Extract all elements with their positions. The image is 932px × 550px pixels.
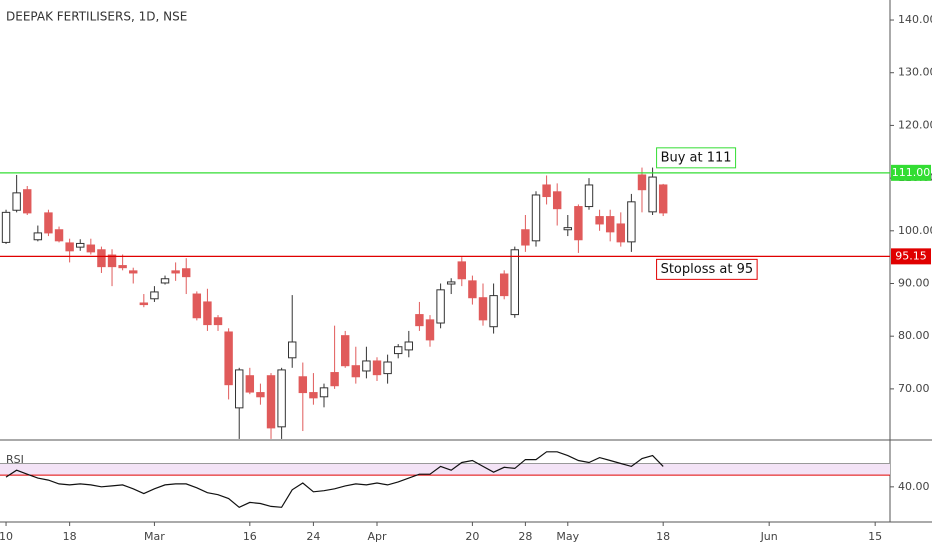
candle-body: [425, 319, 435, 341]
candle-body: [54, 229, 64, 242]
candle-body: [309, 392, 318, 399]
candle-body: [372, 360, 382, 376]
candle-body: [319, 387, 329, 398]
level-price-label: 95.15: [895, 249, 927, 262]
candle-body: [224, 331, 233, 386]
candle-body: [563, 227, 572, 231]
candle-body: [521, 229, 530, 246]
candle-body: [160, 278, 170, 284]
candle-body: [171, 270, 180, 274]
candle-body: [362, 360, 371, 372]
candle-body: [266, 375, 276, 429]
candle-body: [33, 232, 43, 241]
candle-body: [129, 270, 138, 274]
candle-body: [616, 223, 625, 243]
candle-body: [76, 242, 85, 248]
x-tick-label: Jun: [760, 530, 778, 543]
candle-body: [44, 212, 53, 234]
x-tick-label: 18: [63, 530, 77, 543]
candle-body: [288, 341, 297, 359]
x-tick-label: 28: [518, 530, 532, 543]
x-tick-label: 24: [306, 530, 320, 543]
x-tick-label: May: [556, 530, 579, 543]
candle-body: [648, 176, 657, 213]
y-tick-label: 90.00: [898, 276, 930, 289]
candle-body: [351, 365, 361, 378]
candle-body: [107, 254, 117, 268]
candle-body: [97, 249, 106, 268]
candle-body: [574, 206, 583, 241]
candle-body: [404, 341, 414, 351]
level-price-label: 111.00: [892, 166, 931, 179]
candle-body: [12, 192, 21, 211]
annotation-text: Stoploss at 95: [661, 262, 754, 277]
candle-body: [393, 346, 403, 355]
candle-body: [584, 184, 594, 208]
candle-body: [182, 268, 191, 278]
candle-body: [457, 261, 467, 280]
x-tick-label: 10: [0, 530, 13, 543]
x-tick-label: Mar: [144, 530, 165, 543]
candle-body: [478, 297, 488, 321]
candle-body: [330, 372, 339, 387]
candle-body: [658, 184, 668, 214]
y-tick-label: 100.00: [898, 224, 932, 237]
candle-body: [542, 184, 551, 198]
candle-body: [552, 191, 562, 210]
candle-body: [203, 301, 212, 326]
candle-body: [468, 280, 477, 299]
candle-body: [65, 242, 74, 252]
candle-body: [139, 302, 149, 306]
y-tick-label: 140.00: [898, 13, 932, 26]
candle-body: [150, 291, 159, 300]
x-tick-label: 18: [656, 530, 670, 543]
y-tick-label: 120.00: [898, 118, 932, 131]
level-price-box: [891, 164, 931, 181]
candle-body: [415, 314, 424, 327]
candle-body: [341, 335, 350, 367]
rsi-y-tick-label: 40.00: [898, 480, 930, 493]
candle-body: [245, 375, 255, 393]
rsi-band-fill: [0, 463, 890, 476]
x-tick-label: 16: [243, 530, 257, 543]
annotation-text: Buy at 111: [661, 150, 732, 165]
candle-body: [277, 369, 286, 428]
candle-body: [510, 249, 520, 316]
rsi-line: [5, 451, 664, 509]
candle-body: [1, 211, 11, 243]
candle-body: [256, 392, 265, 398]
chart-title: DEEPAK FERTILISERS, 1D, NSE: [6, 10, 187, 24]
candle-body: [436, 289, 445, 324]
candle-body: [383, 361, 392, 375]
candle-body: [213, 317, 223, 326]
candle-body: [605, 216, 615, 233]
x-tick-label: Apr: [367, 530, 387, 543]
y-tick-label: 80.00: [898, 329, 930, 342]
annotation-box: [656, 147, 737, 169]
y-tick-label: 70.00: [898, 382, 930, 395]
candle-body: [446, 281, 456, 285]
x-tick-label: 20: [465, 530, 479, 543]
candle-body: [86, 244, 96, 253]
candle-body: [489, 295, 498, 328]
annotation-box: [656, 258, 758, 280]
y-tick-label: 130.00: [898, 66, 932, 79]
candle-body: [499, 273, 509, 297]
x-tick-label: 15: [868, 530, 882, 543]
rsi-label: RSI: [6, 453, 24, 466]
candle-body: [627, 201, 636, 243]
candle-body: [23, 189, 32, 214]
candle-body: [531, 194, 541, 242]
candle-body: [192, 293, 202, 319]
candle-body: [298, 376, 308, 394]
level-price-box: [891, 248, 931, 265]
candle-body: [235, 369, 244, 409]
candle-body: [637, 174, 647, 191]
candle-body: [118, 265, 127, 269]
candle-body: [595, 216, 604, 225]
